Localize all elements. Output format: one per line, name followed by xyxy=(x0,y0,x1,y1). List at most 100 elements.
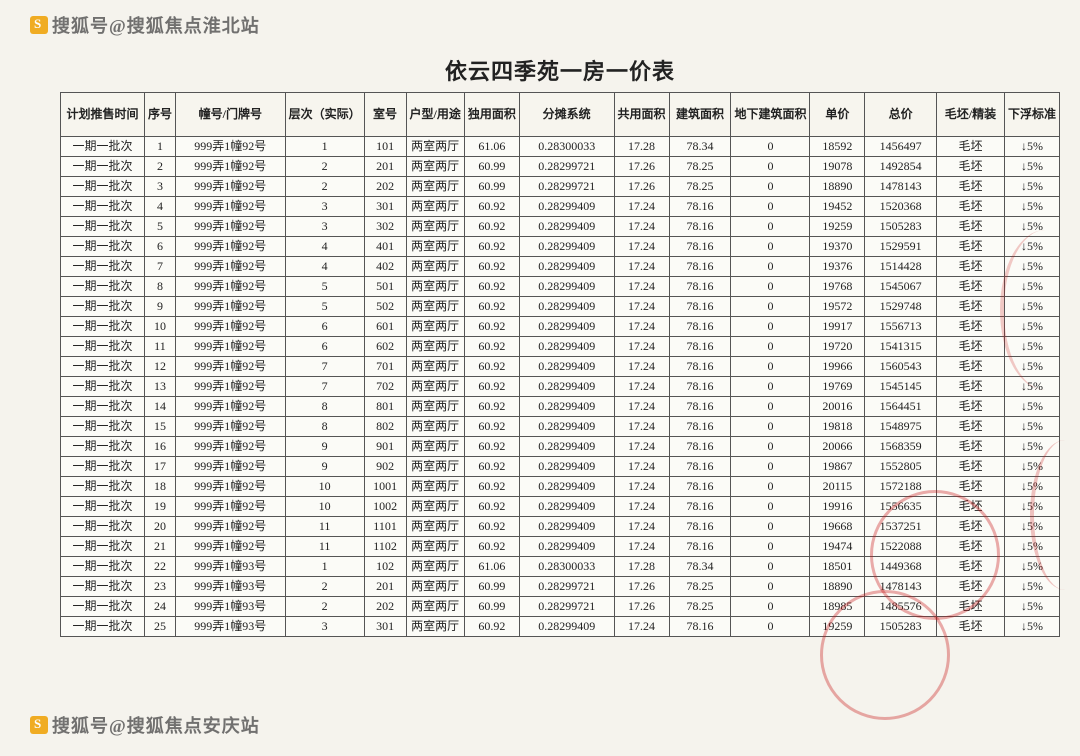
table-cell: 0 xyxy=(731,517,810,537)
table-cell: 0 xyxy=(731,257,810,277)
table-row: 一期一批次11999弄1幢92号6602两室两厅60.920.282994091… xyxy=(61,337,1060,357)
watermark-bottom-text: 搜狐号@搜狐焦点安庆站 xyxy=(52,712,260,738)
table-cell: 两室两厅 xyxy=(406,477,464,497)
table-cell: 0 xyxy=(731,537,810,557)
table-cell: 毛坯 xyxy=(937,257,1005,277)
table-cell: 301 xyxy=(364,197,406,217)
table-cell: 802 xyxy=(364,417,406,437)
table-cell: 一期一批次 xyxy=(61,277,145,297)
table-cell: ↓5% xyxy=(1004,597,1059,617)
table-cell: 0.28299409 xyxy=(519,317,614,337)
table-cell: ↓5% xyxy=(1004,417,1059,437)
table-cell: 0.28300033 xyxy=(519,137,614,157)
table-cell: 78.16 xyxy=(669,397,731,417)
table-cell: 999弄1幢93号 xyxy=(175,617,285,637)
table-cell: 6 xyxy=(285,337,364,357)
table-cell: 601 xyxy=(364,317,406,337)
table-cell: 0 xyxy=(731,237,810,257)
table-cell: 2 xyxy=(285,597,364,617)
table-cell: 毛坯 xyxy=(937,197,1005,217)
table-cell: 8 xyxy=(285,417,364,437)
table-cell: ↓5% xyxy=(1004,437,1059,457)
table-cell: 两室两厅 xyxy=(406,537,464,557)
table-cell: 1572188 xyxy=(865,477,937,497)
table-cell: 0 xyxy=(731,297,810,317)
table-cell: 60.92 xyxy=(464,537,519,557)
table-cell: 5 xyxy=(285,277,364,297)
table-cell: 两室两厅 xyxy=(406,617,464,637)
table-cell: 60.92 xyxy=(464,437,519,457)
table-cell: 11 xyxy=(285,517,364,537)
table-cell: 78.16 xyxy=(669,497,731,517)
watermark-top: 搜狐号@搜狐焦点淮北站 xyxy=(30,12,260,38)
table-cell: 60.92 xyxy=(464,337,519,357)
table-cell: 1002 xyxy=(364,497,406,517)
table-cell: 一期一批次 xyxy=(61,297,145,317)
table-cell: 一期一批次 xyxy=(61,437,145,457)
table-cell: 毛坯 xyxy=(937,617,1005,637)
table-cell: 毛坯 xyxy=(937,517,1005,537)
table-cell: 毛坯 xyxy=(937,437,1005,457)
table-cell: 20115 xyxy=(810,477,865,497)
table-row: 一期一批次24999弄1幢93号2202两室两厅60.990.282997211… xyxy=(61,597,1060,617)
table-cell: 10 xyxy=(144,317,175,337)
table-cell: 20066 xyxy=(810,437,865,457)
table-cell: 一期一批次 xyxy=(61,377,145,397)
table-cell: 0 xyxy=(731,477,810,497)
table-cell: 999弄1幢93号 xyxy=(175,597,285,617)
table-cell: 两室两厅 xyxy=(406,577,464,597)
table-cell: 60.92 xyxy=(464,517,519,537)
col-header: 共用面积 xyxy=(614,93,669,137)
table-cell: 60.99 xyxy=(464,577,519,597)
table-cell: 一期一批次 xyxy=(61,137,145,157)
table-cell: 60.99 xyxy=(464,157,519,177)
table-cell: 1 xyxy=(285,137,364,157)
table-cell: 999弄1幢92号 xyxy=(175,177,285,197)
table-cell: 2 xyxy=(285,577,364,597)
table-cell: 19474 xyxy=(810,537,865,557)
table-cell: 60.92 xyxy=(464,217,519,237)
table-cell: 一期一批次 xyxy=(61,477,145,497)
col-header: 单价 xyxy=(810,93,865,137)
table-cell: 78.16 xyxy=(669,477,731,497)
table-cell: 毛坯 xyxy=(937,237,1005,257)
table-cell: ↓5% xyxy=(1004,357,1059,377)
table-cell: 17.24 xyxy=(614,477,669,497)
table-cell: ↓5% xyxy=(1004,457,1059,477)
table-cell: 0 xyxy=(731,357,810,377)
table-cell: 一期一批次 xyxy=(61,257,145,277)
table-cell: 1541315 xyxy=(865,337,937,357)
table-cell: 1102 xyxy=(364,537,406,557)
table-cell: 19720 xyxy=(810,337,865,357)
table-cell: 402 xyxy=(364,257,406,277)
table-cell: 502 xyxy=(364,297,406,317)
table-cell: ↓5% xyxy=(1004,477,1059,497)
table-row: 一期一批次8999弄1幢92号5501两室两厅60.920.2829940917… xyxy=(61,277,1060,297)
table-cell: 0.28299721 xyxy=(519,597,614,617)
table-cell: 1478143 xyxy=(865,177,937,197)
table-cell: 0.28299721 xyxy=(519,157,614,177)
table-cell: 一期一批次 xyxy=(61,617,145,637)
table-cell: 0 xyxy=(731,317,810,337)
table-cell: 7 xyxy=(144,257,175,277)
watermark-top-text: 搜狐号@搜狐焦点淮北站 xyxy=(52,12,260,38)
table-cell: 1529591 xyxy=(865,237,937,257)
table-cell: 一期一批次 xyxy=(61,517,145,537)
table-cell: 17.24 xyxy=(614,337,669,357)
col-header: 毛坯/精装 xyxy=(937,93,1005,137)
table-cell: 5 xyxy=(144,217,175,237)
table-cell: 18890 xyxy=(810,577,865,597)
table-cell: 0.28299409 xyxy=(519,497,614,517)
table-cell: 毛坯 xyxy=(937,397,1005,417)
table-cell: 两室两厅 xyxy=(406,317,464,337)
table-row: 一期一批次4999弄1幢92号3301两室两厅60.920.2829940917… xyxy=(61,197,1060,217)
table-cell: 两室两厅 xyxy=(406,517,464,537)
table-row: 一期一批次20999弄1幢92号111101两室两厅60.920.2829940… xyxy=(61,517,1060,537)
table-cell: 0.28299409 xyxy=(519,437,614,457)
table-cell: 15 xyxy=(144,417,175,437)
table-cell: 1556635 xyxy=(865,497,937,517)
table-cell: 999弄1幢92号 xyxy=(175,217,285,237)
table-cell: 1520368 xyxy=(865,197,937,217)
table-row: 一期一批次12999弄1幢92号7701两室两厅60.920.282994091… xyxy=(61,357,1060,377)
col-header: 户型/用途 xyxy=(406,93,464,137)
